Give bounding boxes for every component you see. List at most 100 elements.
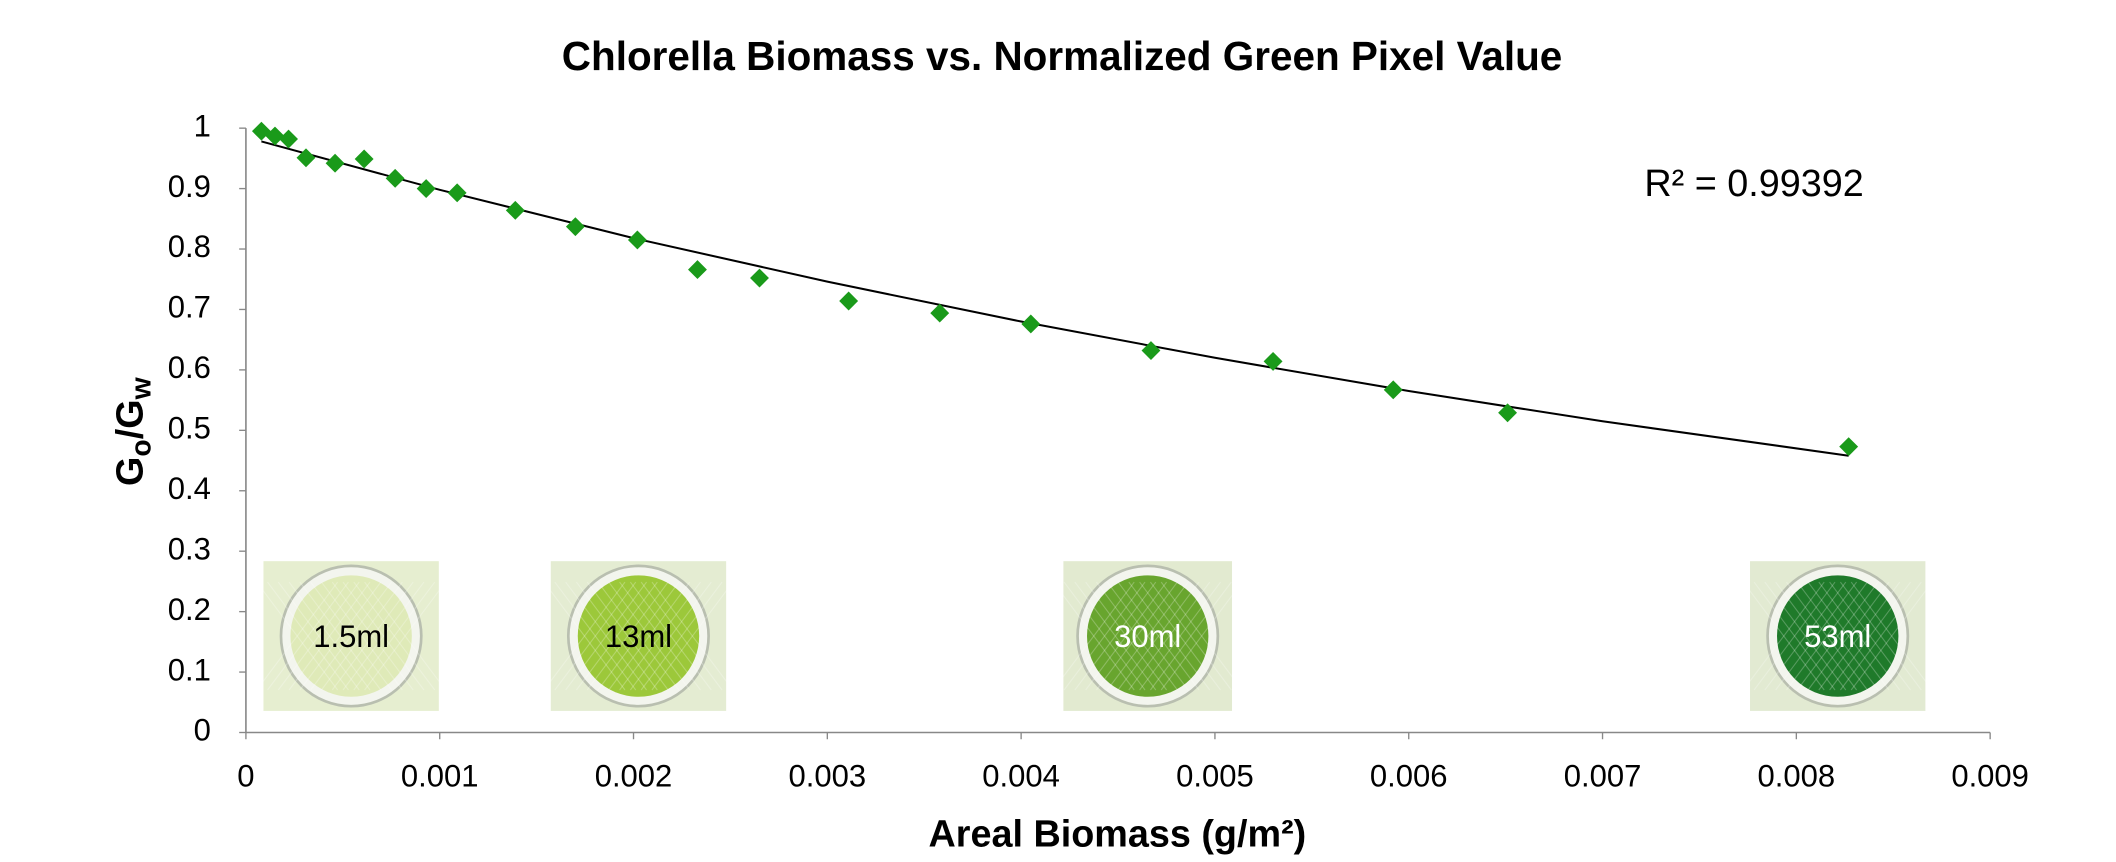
data-point: [1141, 341, 1161, 360]
mesh: [586, 581, 669, 691]
mesh: [575, 581, 658, 691]
r-squared: R² = 0.99392: [1644, 163, 1863, 205]
mesh: [1807, 581, 1890, 691]
mesh: [288, 581, 371, 691]
x-tick-label: 0.002: [595, 759, 673, 794]
mesh: [1796, 581, 1879, 691]
mesh: [364, 581, 446, 691]
dish-label: 1.5ml: [313, 619, 389, 654]
mesh: [619, 581, 701, 691]
mesh: [608, 581, 691, 691]
y-tick-label: 0.9: [168, 169, 211, 204]
mesh: [629, 581, 712, 691]
mesh: [1106, 581, 1189, 691]
mesh: [651, 581, 734, 691]
mesh: [310, 581, 393, 691]
mesh: [565, 581, 647, 691]
mesh: [543, 581, 626, 691]
mesh: [1160, 581, 1243, 691]
mesh: [277, 581, 360, 691]
mesh: [288, 581, 371, 691]
mesh: [640, 581, 723, 691]
x-tick-label: 0.003: [789, 759, 867, 794]
mesh: [1829, 581, 1911, 691]
x-tick-label: 0.004: [982, 759, 1060, 794]
mesh: [331, 581, 414, 691]
mesh: [364, 581, 446, 691]
dish-culture: [1087, 575, 1209, 697]
mesh: [1818, 581, 1901, 691]
data-point: [688, 260, 707, 280]
data-point: [839, 291, 859, 311]
mesh: [597, 581, 680, 691]
y-tick-label: 0.1: [168, 652, 211, 687]
dish-label: 30ml: [1114, 619, 1181, 654]
mesh: [586, 581, 669, 691]
mesh: [1753, 581, 1836, 691]
chart-title: Chlorella Biomass vs. Normalized Green P…: [562, 33, 1563, 79]
data-point: [385, 168, 405, 188]
mesh: [256, 581, 339, 691]
mesh: [1786, 581, 1868, 691]
mesh: [1796, 581, 1879, 691]
y-tick-label: 0.2: [168, 592, 211, 627]
mesh: [1764, 581, 1847, 691]
mesh: [1128, 581, 1211, 691]
mesh: [651, 581, 734, 691]
mesh: [1839, 581, 1922, 691]
mesh: [299, 581, 382, 691]
mesh: [342, 581, 425, 691]
mesh: [1850, 581, 1933, 691]
mesh: [1753, 581, 1836, 691]
x-axis-title: Areal Biomass (g/m²): [928, 813, 1306, 855]
x-tick-label: 0.009: [1951, 759, 2029, 794]
mesh: [321, 581, 403, 691]
mesh: [267, 581, 349, 691]
mesh: [1085, 581, 1168, 691]
y-tick-label: 0.7: [168, 290, 211, 325]
mesh: [629, 581, 712, 691]
mesh: [1052, 581, 1135, 691]
y-title-sub: w: [126, 376, 158, 400]
mesh: [554, 581, 637, 691]
mesh: [554, 581, 637, 691]
mesh: [1818, 581, 1901, 691]
mesh: [1128, 581, 1211, 691]
mesh: [1117, 581, 1200, 691]
dish-culture: [290, 575, 412, 697]
mesh: [1742, 581, 1825, 691]
data-point: [416, 179, 436, 199]
mesh: [1096, 581, 1178, 691]
mesh: [1085, 581, 1168, 691]
data-point: [354, 149, 374, 169]
mesh: [1139, 581, 1221, 691]
mesh: [1106, 581, 1189, 691]
data-point: [1021, 314, 1041, 334]
mesh: [1775, 581, 1858, 691]
mesh: [1149, 581, 1232, 691]
mesh: [1839, 581, 1922, 691]
dish-photo: 1.5ml: [256, 561, 446, 711]
y-tick-label: 0.3: [168, 531, 211, 566]
dish-photo: 30ml: [1052, 561, 1243, 711]
data-point: [627, 230, 647, 250]
mesh: [299, 581, 382, 691]
dish-label: 53ml: [1804, 619, 1871, 654]
mesh: [1160, 581, 1243, 691]
mesh: [331, 581, 414, 691]
data-point: [447, 183, 467, 203]
mesh: [1074, 581, 1157, 691]
y-tick-label: 0.6: [168, 350, 211, 385]
data-point: [750, 268, 769, 288]
y-tick-label: 0.8: [168, 229, 211, 264]
mesh: [565, 581, 647, 691]
mesh: [640, 581, 723, 691]
mesh: [619, 581, 701, 691]
y-title-part: G: [110, 457, 152, 486]
data-point: [505, 200, 525, 220]
dish-photo: 53ml: [1742, 561, 1933, 711]
dish-photo: 13ml: [543, 561, 734, 711]
mesh: [1096, 581, 1178, 691]
data-point: [1383, 380, 1403, 400]
